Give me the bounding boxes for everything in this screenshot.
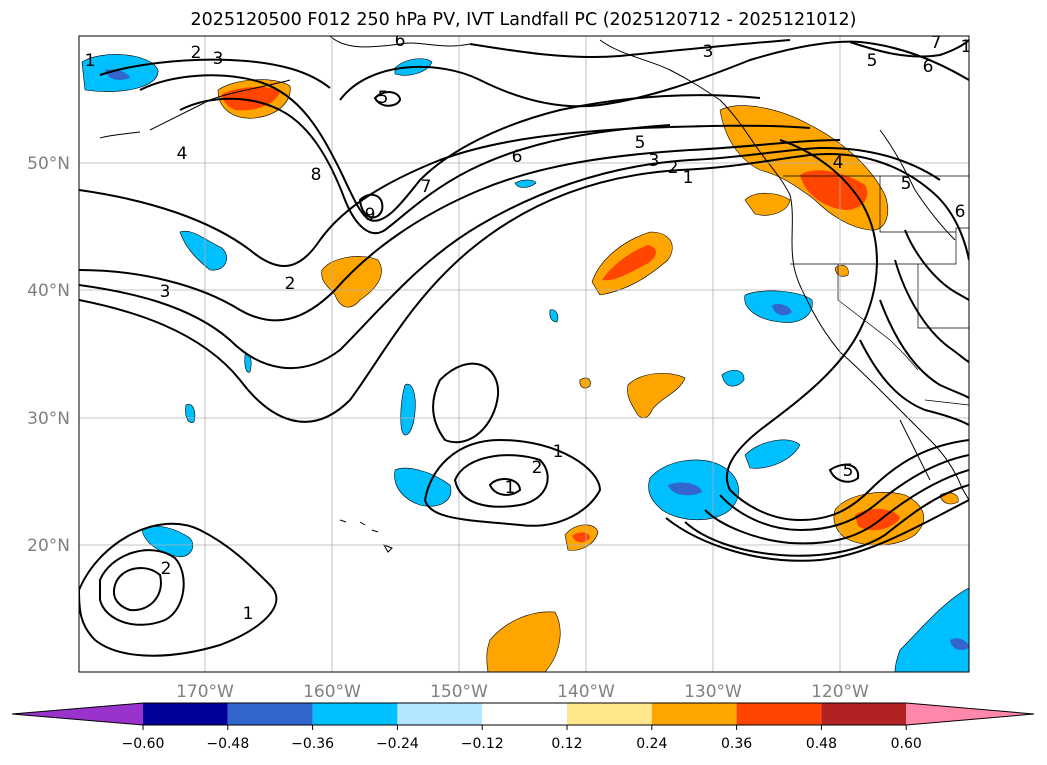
negative-anomaly-patch xyxy=(549,309,559,323)
colorbar-tick-label: −0.24 xyxy=(376,736,419,752)
contour-label: 4 xyxy=(833,153,844,173)
colorbar-swatch xyxy=(312,703,398,725)
colorbar-extend-high xyxy=(906,703,1034,725)
positive-anomaly-patch xyxy=(627,373,686,419)
pv-contours xyxy=(79,39,969,657)
contour-label: 3 xyxy=(649,151,660,171)
contour-label: 5 xyxy=(635,133,646,153)
contour-label: 1 xyxy=(553,442,564,462)
ivt-anomaly-fills xyxy=(81,54,969,672)
plot-frame xyxy=(78,35,970,673)
contour-label: 6 xyxy=(955,202,966,222)
contour-label: 2 xyxy=(668,158,679,178)
lon-label-170w: 170°W xyxy=(176,682,234,702)
colorbar-tick-label: −0.48 xyxy=(206,736,249,752)
negative-anomaly-patch xyxy=(185,404,196,423)
pv-contour-labels: 1 2 3 4 5 6 7 8 9 3 2 1 6 5 3 2 1 3 2 1 … xyxy=(85,31,972,624)
longitude-labels: 170°W 160°W 150°W 140°W 130°W 120°W xyxy=(176,682,869,702)
colorbar-swatch xyxy=(397,703,483,725)
negative-anomaly-patch xyxy=(894,587,969,672)
colorbar-tick-label: 0.60 xyxy=(891,736,922,752)
lat-label-50n: 50°N xyxy=(27,154,70,174)
positive-anomaly-patch xyxy=(719,105,889,231)
colorbar-tick-label: 0.48 xyxy=(806,736,837,752)
colorbar-swatch xyxy=(736,703,822,725)
colorbar-tick-label: 0.12 xyxy=(551,736,582,752)
contour-label: 5 xyxy=(901,174,912,194)
contour-label: 2 xyxy=(285,274,296,294)
negative-anomaly-patch xyxy=(394,467,452,507)
contour-label: 8 xyxy=(311,165,322,185)
negative-anomaly-patch xyxy=(179,230,227,271)
positive-anomaly-patch xyxy=(579,377,591,389)
contour-label: 6 xyxy=(395,31,406,51)
positive-anomaly-patch xyxy=(572,532,590,543)
contour-label: 1 xyxy=(683,168,694,188)
contour-label: 7 xyxy=(421,177,432,197)
negative-anomaly-patch xyxy=(141,526,194,558)
colorbar-swatch xyxy=(567,703,652,725)
colorbar-tick-label: −0.12 xyxy=(461,736,504,752)
contour-label: 2 xyxy=(191,43,202,63)
contour-label: 4 xyxy=(177,144,188,164)
negative-anomaly-patch xyxy=(721,370,745,387)
map-title: 2025120500 F012 250 hPa PV, IVT Landfall… xyxy=(190,10,857,30)
colorbar-tick-labels: −0.60 −0.48 −0.36 −0.24 −0.12 0.12 0.24 … xyxy=(122,736,922,752)
coastlines xyxy=(99,36,969,553)
negative-anomaly-patch xyxy=(514,179,537,188)
colorbar-swatch xyxy=(821,703,907,725)
contour-label: 6 xyxy=(923,57,934,77)
colorbar-swatch xyxy=(227,703,313,725)
contour-label: 1 xyxy=(505,478,516,498)
borders xyxy=(783,175,969,406)
lat-label-30n: 30°N xyxy=(27,409,70,429)
contour-label: 9 xyxy=(365,205,376,225)
contour-label: 5 xyxy=(867,51,878,71)
negative-anomaly-patch xyxy=(772,303,792,316)
negative-anomaly-patch xyxy=(400,383,416,436)
negative-anomaly-patch xyxy=(668,482,702,496)
colorbar-tick-label: −0.60 xyxy=(122,736,165,752)
contour-label: 1 xyxy=(961,37,972,57)
contour-label: 3 xyxy=(703,42,714,62)
contour-label: 2 xyxy=(161,559,172,579)
contour-label: 2 xyxy=(532,458,543,478)
positive-anomaly-patch xyxy=(800,170,868,210)
colorbar: −0.60 −0.48 −0.36 −0.24 −0.12 0.12 0.24 … xyxy=(11,702,1035,752)
positive-anomaly-patch xyxy=(602,245,656,281)
contour-label: 1 xyxy=(85,51,96,71)
contour-label: 3 xyxy=(213,49,224,69)
contour-label: 1 xyxy=(243,604,254,624)
lat-label-20n: 20°N xyxy=(27,536,70,556)
lon-label-140w: 140°W xyxy=(557,682,615,702)
lon-label-120w: 120°W xyxy=(811,682,869,702)
contour-label: 5 xyxy=(378,88,389,108)
colorbar-tick-label: 0.24 xyxy=(636,736,667,752)
lon-label-160w: 160°W xyxy=(303,682,361,702)
gridlines xyxy=(79,36,969,672)
colorbar-tick-label: −0.36 xyxy=(291,736,334,752)
negative-anomaly-patch xyxy=(744,439,801,469)
colorbar-swatch xyxy=(651,703,737,725)
colorbar-swatch xyxy=(482,703,567,725)
negative-anomaly-patch xyxy=(950,638,969,650)
positive-anomaly-patch xyxy=(834,264,849,277)
latitude-labels: 50°N 40°N 30°N 20°N xyxy=(27,154,70,556)
colorbar-swatch xyxy=(143,703,228,725)
contour-label: 7 xyxy=(931,33,942,53)
positive-anomaly-patch xyxy=(321,256,382,308)
contour-label: 3 xyxy=(160,282,171,302)
lon-label-150w: 150°W xyxy=(430,682,488,702)
colorbar-extend-low xyxy=(12,703,143,725)
map-plot-area: 1 2 3 4 5 6 7 8 9 3 2 1 6 5 3 2 1 3 2 1 … xyxy=(79,31,972,672)
contour-label: 6 xyxy=(512,147,523,167)
lat-label-40n: 40°N xyxy=(27,281,70,301)
contour-label: 5 xyxy=(843,461,854,481)
colorbar-ticks xyxy=(142,725,907,730)
positive-anomaly-patch xyxy=(744,192,791,216)
positive-anomaly-patch xyxy=(486,611,561,672)
lon-label-130w: 130°W xyxy=(684,682,742,702)
colorbar-tick-label: 0.36 xyxy=(721,736,752,752)
